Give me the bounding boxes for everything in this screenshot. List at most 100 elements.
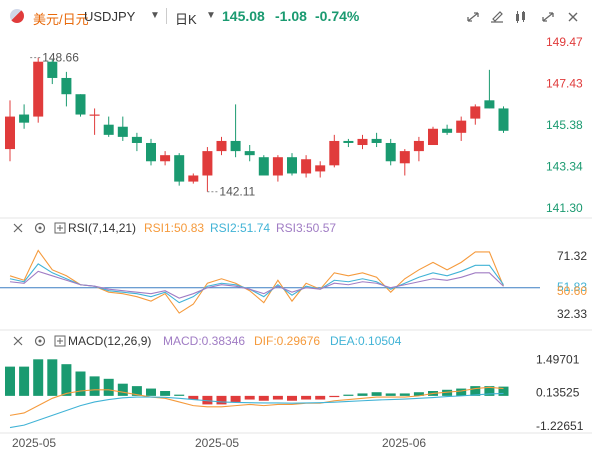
candle-body[interactable] (230, 140, 241, 152)
rsi-tick-label: 71.32 (557, 249, 587, 263)
candle-body[interactable] (47, 61, 58, 78)
candle-body[interactable] (216, 140, 227, 152)
rsi1-legend: RSI1:50.83 (144, 221, 204, 235)
rsi-settings-icon-dot (38, 226, 42, 230)
macd-histogram-bar (146, 388, 156, 396)
rsi3-legend: RSI3:50.57 (276, 221, 336, 235)
candle-body[interactable] (19, 114, 30, 123)
time-tick-label: 2025-05 (12, 436, 56, 450)
symbol-code[interactable]: USDJPY (84, 9, 136, 24)
candle-body[interactable] (371, 138, 382, 143)
candle-body[interactable] (75, 94, 86, 115)
candle-body[interactable] (301, 159, 312, 174)
macd-header: MACD(12,26,9) MACD:0.38346 DIF:0.29676 D… (13, 334, 402, 348)
macd-close-icon[interactable] (13, 336, 23, 346)
macd-histogram-bar (188, 395, 199, 400)
compare-icon[interactable] (490, 11, 504, 23)
symbol-dropdown-icon[interactable]: ▼ (150, 10, 160, 21)
candle-body[interactable] (61, 77, 72, 95)
rsi-settings-icon[interactable] (34, 222, 46, 234)
price-tick-label: 147.43 (546, 76, 583, 90)
candle-body[interactable] (89, 114, 100, 116)
candle-body[interactable] (33, 61, 44, 117)
candle-body[interactable] (399, 151, 410, 164)
price-tick-label: 149.47 (546, 35, 583, 49)
candle-body[interactable] (413, 140, 424, 152)
macd-histogram-bar (103, 378, 114, 396)
price-change: -1.08 (275, 8, 307, 24)
rsi-expand-icon[interactable] (54, 222, 66, 234)
macd-histogram-bar (117, 383, 128, 396)
rsi-title: RSI(7,14,21) (68, 221, 136, 235)
candle-body[interactable] (131, 136, 142, 143)
high-annotation: 148.66 (42, 51, 79, 65)
macd-tick-label: -1.22651 (536, 419, 584, 433)
rsi-tick-label: 50.60 (557, 284, 587, 298)
macd-title: MACD(12,26,9) (68, 334, 151, 348)
candle-body[interactable] (470, 106, 481, 119)
macd-settings-icon[interactable] (34, 335, 46, 347)
dea-line (9, 392, 504, 429)
macd-histogram-bar (329, 395, 340, 398)
candle-body[interactable] (117, 126, 128, 137)
symbol-name[interactable]: 美元/日元 (33, 12, 89, 27)
macd-histogram-bar (301, 395, 312, 400)
period-selector[interactable]: 日K (175, 12, 197, 27)
rsi2-legend: RSI2:51.74 (210, 221, 270, 235)
macd-histogram-bar (19, 366, 30, 396)
macd-expand-icon[interactable] (54, 335, 66, 347)
macd-histogram-bar (456, 388, 467, 396)
macd-histogram-bar (244, 395, 255, 400)
macd-legend: MACD:0.38346 (163, 334, 245, 348)
candle-body[interactable] (329, 140, 340, 166)
macd-histogram-bar (33, 359, 44, 396)
macd-histogram-bar (287, 395, 297, 401)
macd-histogram-bar (385, 393, 396, 396)
indicator-icon[interactable] (514, 11, 528, 23)
rsi-series-line (9, 270, 504, 299)
macd-histogram-bar (230, 395, 241, 402)
close-icon[interactable] (566, 11, 580, 23)
rsi-expand-icon-plus (57, 225, 63, 231)
candle-body[interactable] (357, 138, 368, 146)
scale-icon[interactable] (466, 11, 480, 23)
macd-histogram-bar (498, 386, 509, 396)
rsi-tick-label: 32.33 (557, 307, 587, 321)
period-dropdown-icon[interactable]: ▼ (206, 10, 216, 21)
macd-tick-label: 0.13525 (536, 386, 580, 400)
candle-body[interactable] (202, 151, 213, 176)
candle-body[interactable] (272, 157, 283, 176)
candle-body[interactable] (258, 157, 269, 176)
candle-body[interactable] (315, 165, 326, 172)
candle-body[interactable] (160, 155, 171, 162)
candle-body[interactable] (385, 142, 396, 162)
candle-body[interactable] (456, 120, 467, 133)
current-price: 145.08 (222, 8, 265, 24)
macd-histogram-bar (47, 359, 58, 396)
macd-histogram-bar (5, 366, 15, 396)
macd-histogram-bar (484, 386, 495, 396)
candle-body[interactable] (343, 140, 354, 143)
macd-histogram-bar (131, 386, 142, 396)
candle-body[interactable] (287, 157, 297, 174)
macd-tick-label: 1.49701 (536, 352, 580, 366)
chart-header: 美元/日元 USDJPY ▼ 日K ▼ 145.08 -1.08 -0.74% (0, 0, 592, 34)
price-change-percent: -0.74% (315, 8, 360, 24)
candle-body[interactable] (484, 100, 495, 109)
candle-body[interactable] (146, 142, 156, 162)
candle-body[interactable] (244, 151, 255, 156)
macd-histogram-bar (371, 392, 382, 396)
macd-histogram-bar (343, 394, 354, 396)
macd-histogram-bar (272, 395, 283, 400)
rsi-close-icon[interactable] (13, 223, 23, 233)
candle-body[interactable] (442, 128, 453, 133)
macd-expand-icon-plus (57, 338, 63, 344)
candle-body[interactable] (498, 108, 509, 131)
candle-body[interactable] (103, 124, 114, 135)
candle-body[interactable] (188, 175, 199, 182)
fullscreen-icon[interactable] (541, 11, 555, 23)
candle-body[interactable] (174, 155, 185, 182)
candle-body[interactable] (5, 116, 15, 150)
candle-body[interactable] (428, 128, 438, 146)
